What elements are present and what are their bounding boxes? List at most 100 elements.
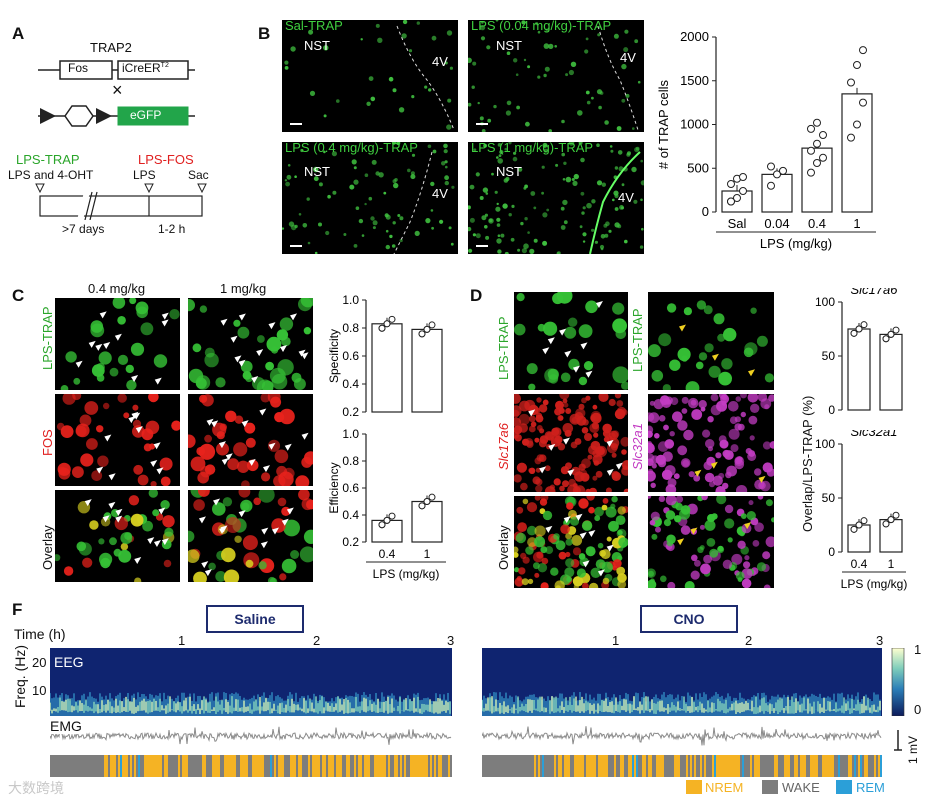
- cell-mark: [282, 227, 285, 230]
- col-label-1: 1 mg/kg: [220, 281, 267, 296]
- nrem-epoch: [606, 755, 608, 777]
- nrem-epoch: [874, 755, 876, 777]
- nrem-epoch: [252, 755, 254, 777]
- cell-mark: [521, 248, 527, 254]
- data-point: [378, 521, 386, 529]
- lps-trap-label: LPS-TRAP: [16, 152, 80, 167]
- construct-diagram: [38, 60, 195, 127]
- cell-mark: [548, 374, 559, 384]
- nrem-epoch: [718, 755, 720, 777]
- cell-mark: [96, 425, 104, 433]
- cell-mark: [560, 225, 566, 230]
- c-fos-1: [188, 394, 313, 486]
- cell-mark: [766, 468, 774, 477]
- nrem-epoch: [850, 755, 852, 777]
- cell-mark: [479, 116, 484, 121]
- cell-mark: [573, 173, 579, 180]
- time-tick-1-cno: 1: [612, 633, 620, 648]
- cell-mark: [723, 327, 737, 342]
- nrem-epoch: [256, 755, 258, 777]
- nrem-epoch: [578, 755, 580, 777]
- cell-mark: [132, 404, 139, 411]
- y-axis-label: # of TRAP cells: [656, 79, 671, 169]
- panel-d-letter: D: [470, 286, 483, 305]
- cell-mark: [495, 206, 501, 212]
- data-point: [853, 61, 861, 69]
- nrem-epoch: [828, 755, 830, 777]
- cell-mark: [388, 76, 394, 82]
- cell-mark: [667, 478, 677, 488]
- cell-mark: [721, 358, 733, 370]
- cell-mark: [590, 410, 602, 422]
- cell-mark: [661, 469, 673, 480]
- cell-mark: [534, 536, 546, 548]
- cell-mark: [604, 120, 609, 125]
- cell-mark: [685, 381, 700, 390]
- cell-mark: [274, 449, 289, 464]
- cell-mark: [637, 80, 641, 84]
- row-label-fos: FOS: [40, 429, 55, 456]
- cell-mark: [693, 474, 701, 482]
- cell-mark: [605, 506, 617, 518]
- cell-mark: [572, 486, 581, 492]
- arrowhead-marker: [588, 530, 596, 538]
- cell-mark: [242, 371, 252, 380]
- cell-mark: [242, 535, 258, 551]
- cell-mark: [355, 206, 360, 210]
- cell-mark: [480, 25, 486, 31]
- arrowhead-marker: [301, 352, 309, 360]
- cell-mark: [752, 540, 760, 547]
- cell-mark: [518, 413, 530, 426]
- cell-mark: [195, 375, 211, 390]
- nrem-epoch: [360, 755, 362, 777]
- cell-mark: [558, 551, 567, 560]
- cell-mark: [562, 178, 566, 181]
- cell-mark: [725, 471, 732, 479]
- cell-mark: [658, 415, 666, 422]
- cell-mark: [650, 511, 660, 521]
- cell-mark: [724, 504, 734, 514]
- rem-epoch: [636, 755, 638, 777]
- cell-mark: [561, 119, 565, 124]
- nrem-epoch: [400, 755, 402, 777]
- data-point: [388, 512, 396, 520]
- arrowhead-marker: [220, 525, 228, 533]
- cell-mark: [407, 168, 411, 173]
- cell-mark: [709, 548, 719, 558]
- nrem-epoch: [730, 755, 732, 777]
- y-tick-label: 50: [822, 491, 836, 505]
- nrem-epoch: [788, 755, 790, 777]
- cell-mark: [609, 437, 620, 449]
- nrem-epoch: [724, 755, 726, 777]
- cell-mark: [60, 425, 74, 438]
- nrem-epoch: [376, 755, 378, 777]
- cell-mark: [564, 326, 577, 339]
- cell-mark: [298, 298, 312, 312]
- cell-mark: [756, 335, 768, 347]
- cell-mark: [601, 504, 608, 511]
- nrem-epoch: [184, 755, 186, 777]
- cell-mark: [524, 217, 528, 221]
- d-trap-right: [648, 292, 774, 390]
- arrowhead-marker: [161, 312, 169, 320]
- cell-mark: [542, 240, 548, 246]
- cell-mark: [279, 317, 294, 331]
- arrowhead-marker: [198, 516, 206, 524]
- legend-rem-swatch: [836, 780, 852, 794]
- nrem-epoch: [290, 755, 292, 777]
- cell-mark: [596, 180, 603, 186]
- cell-mark: [233, 319, 241, 327]
- lps-fos-label: LPS-FOS: [138, 152, 194, 167]
- nrem-epoch: [258, 755, 260, 777]
- cell-mark: [614, 394, 622, 399]
- cell-mark: [401, 33, 407, 39]
- cell-mark: [188, 530, 195, 543]
- cell-mark: [618, 537, 628, 548]
- cell-mark: [585, 488, 591, 492]
- cell-mark: [585, 90, 590, 95]
- data-point: [892, 326, 900, 334]
- cell-mark: [368, 76, 374, 81]
- nrem-epoch: [816, 755, 818, 777]
- legend-wake-swatch: [762, 780, 778, 794]
- nrem-epoch: [234, 755, 236, 777]
